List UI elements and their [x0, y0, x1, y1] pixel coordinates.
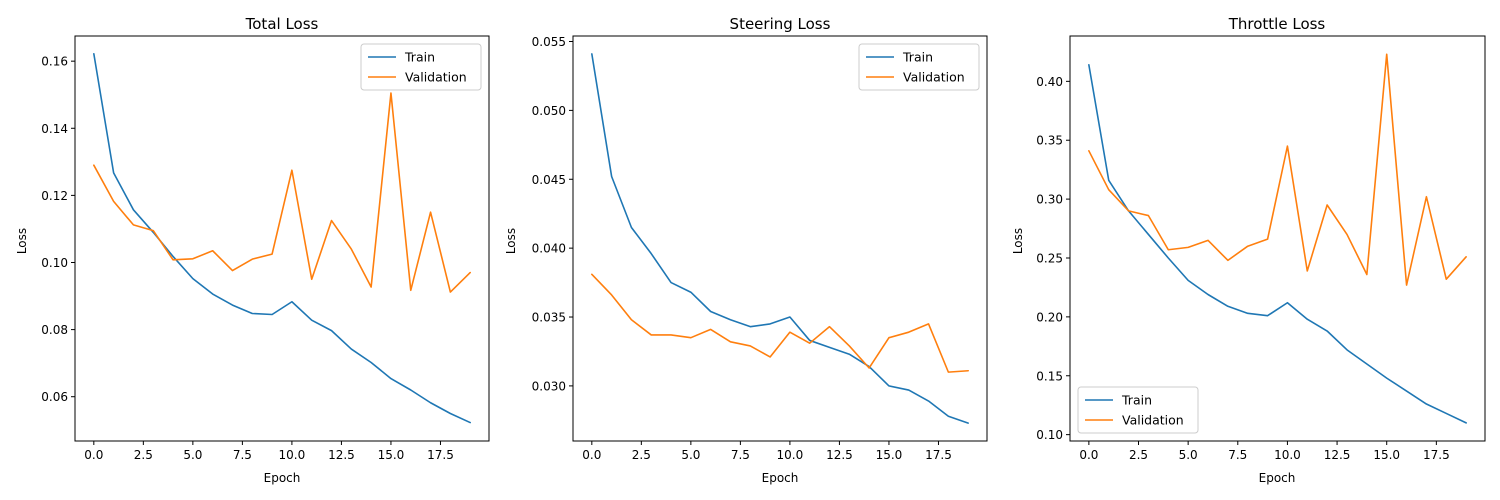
series-line-validation	[93, 92, 471, 293]
x-tick-label: 7.5	[731, 448, 750, 462]
x-tick-label: 2.5	[1129, 448, 1148, 462]
y-tick-label: 0.12	[41, 189, 68, 203]
x-tick-label: 12.5	[1324, 448, 1351, 462]
chart-title: Total Loss	[245, 15, 319, 33]
legend: Train Validation	[1077, 386, 1199, 434]
y-tick-label: 0.045	[532, 173, 566, 187]
series-group	[1088, 53, 1467, 424]
chart-throttle-loss: Throttle Loss Epoch Loss 0.0 2.5 5.0 7.5 10.…	[1011, 15, 1486, 485]
y-tick-label: 0.20	[1036, 310, 1063, 324]
x-tick-label: 15.0	[378, 448, 405, 462]
y-tick-label: 0.16	[41, 55, 68, 69]
y-tick-label: 0.30	[1036, 193, 1063, 207]
x-tick-label: 5.0	[183, 448, 202, 462]
x-tick-label: 10.0	[1274, 448, 1301, 462]
legend-box	[1077, 386, 1199, 434]
y-axis-title: Loss	[1011, 228, 1025, 254]
series-line-validation	[591, 273, 969, 373]
x-axis-title: Epoch	[264, 471, 301, 485]
y-tick-label: 0.15	[1036, 369, 1063, 383]
y-tick-label: 0.030	[532, 379, 566, 393]
chart-total-loss: Total Loss Epoch Loss 0.0 2.5 5.0 7.5 10.0 12…	[15, 15, 490, 485]
y-tick-label: 0.040	[532, 242, 566, 256]
legend-label-validation: Validation	[903, 70, 965, 85]
legend-label-train: Train	[404, 50, 435, 65]
y-tick-label: 0.10	[1036, 428, 1063, 442]
legend-label-validation: Validation	[405, 70, 467, 85]
x-tick-label: 2.5	[632, 448, 651, 462]
legend-box	[858, 43, 980, 91]
legend: Train Validation	[858, 43, 980, 91]
x-axis-title: Epoch	[762, 471, 799, 485]
y-tick-label: 0.055	[532, 35, 566, 49]
x-tick-label: 0.0	[582, 448, 601, 462]
x-tick-label: 10.0	[279, 448, 306, 462]
y-tick-label: 0.14	[41, 122, 68, 136]
legend-label-train: Train	[902, 50, 933, 65]
plot-frame	[1069, 35, 1486, 442]
y-tick-label: 0.06	[41, 390, 68, 404]
series-group	[591, 53, 969, 424]
legend-label-validation: Validation	[1122, 413, 1184, 428]
chart-steering-loss: Steering Loss Epoch Loss 0.0 2.5 5.0 7.5 10.…	[504, 15, 988, 485]
x-tick-label: 5.0	[681, 448, 700, 462]
x-tick-label: 10.0	[777, 448, 804, 462]
x-tick-label: 7.5	[1228, 448, 1247, 462]
x-tick-label: 0.0	[84, 448, 103, 462]
x-tick-label: 5.0	[1179, 448, 1198, 462]
y-tick-label: 0.25	[1036, 251, 1063, 265]
y-tick-label: 0.35	[1036, 134, 1063, 148]
x-tick-label: 2.5	[134, 448, 153, 462]
series-line-train	[591, 53, 969, 424]
y-tick-label: 0.050	[532, 104, 566, 118]
x-tick-label: 17.5	[925, 448, 952, 462]
legend-box	[360, 43, 482, 91]
x-tick-label: 15.0	[1373, 448, 1400, 462]
legend: Train Validation	[360, 43, 482, 91]
y-tick-label: 0.035	[532, 311, 566, 325]
y-tick-label: 0.40	[1036, 75, 1063, 89]
plot-frame	[74, 35, 490, 442]
chart-title: Throttle Loss	[1228, 15, 1326, 33]
x-tick-label: 15.0	[876, 448, 903, 462]
x-tick-label: 0.0	[1079, 448, 1098, 462]
x-tick-label: 12.5	[826, 448, 853, 462]
y-axis-title: Loss	[15, 228, 29, 254]
legend-label-train: Train	[1121, 393, 1152, 408]
x-axis-title: Epoch	[1259, 471, 1296, 485]
x-tick-label: 17.5	[427, 448, 454, 462]
y-tick-label: 0.08	[41, 323, 68, 337]
x-tick-label: 7.5	[233, 448, 252, 462]
y-axis-title: Loss	[504, 228, 518, 254]
plot-frame	[572, 35, 988, 442]
x-tick-label: 17.5	[1423, 448, 1450, 462]
series-line-validation	[1088, 53, 1467, 286]
series-line-train	[1088, 64, 1467, 424]
x-tick-label: 12.5	[328, 448, 355, 462]
series-group	[93, 52, 471, 424]
chart-title: Steering Loss	[730, 15, 831, 33]
y-tick-label: 0.10	[41, 256, 68, 270]
